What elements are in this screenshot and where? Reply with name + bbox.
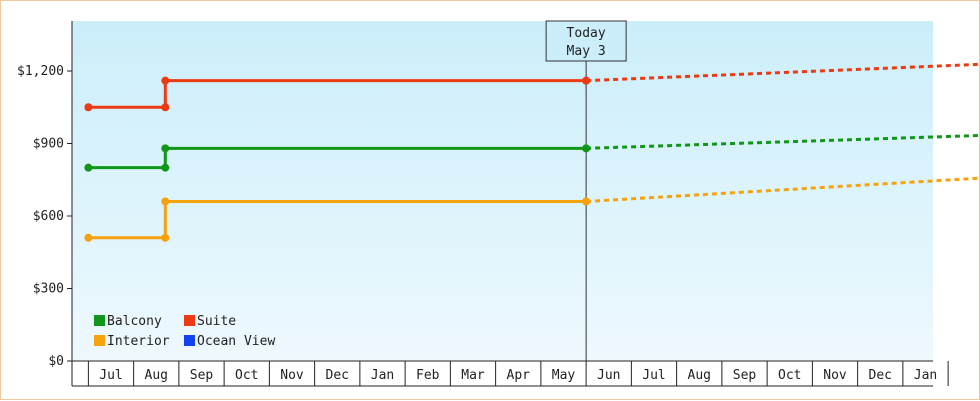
today-point-suite <box>582 76 591 85</box>
projection-line-interior <box>586 176 980 203</box>
legend-label-ocean-view: Ocean View <box>197 334 275 349</box>
x-tick-label: Apr <box>507 368 531 383</box>
x-tick-label: Aug <box>145 368 168 383</box>
data-point-balcony <box>161 163 170 172</box>
legend-label-suite: Suite <box>197 314 236 329</box>
x-tick-label: May <box>552 368 576 383</box>
series-line-balcony <box>88 146 587 170</box>
y-tick-label: $300 <box>33 282 64 297</box>
data-point-interior <box>161 233 170 242</box>
y-tick-label: $900 <box>33 137 64 152</box>
legend-swatch-interior <box>94 335 105 346</box>
y-tick-label: $0 <box>48 354 64 369</box>
x-tick-label: Jan <box>371 368 394 383</box>
series-line-suite <box>88 79 587 109</box>
data-point-balcony <box>84 163 93 172</box>
today-point-balcony <box>582 144 591 153</box>
today-label: Today <box>567 26 606 41</box>
x-tick-label: Jan <box>914 368 937 383</box>
legend-swatch-balcony <box>94 315 105 326</box>
today-date: May 3 <box>567 44 606 59</box>
data-point-suite <box>84 103 93 112</box>
legend-label-interior: Interior <box>107 334 170 349</box>
data-point-interior <box>161 197 170 206</box>
x-tick-label: Dec <box>869 368 892 383</box>
x-tick-label: Nov <box>280 368 304 383</box>
x-tick-label: Jun <box>597 368 620 383</box>
x-tick-label: Feb <box>416 368 440 383</box>
today-callout-box <box>545 20 627 62</box>
plot-background <box>72 21 933 361</box>
projection-line-suite <box>586 62 980 83</box>
y-tick-label: $600 <box>33 209 64 224</box>
legend-swatch-ocean-view <box>184 335 195 346</box>
x-tick-label: Nov <box>823 368 847 383</box>
x-tick-label: Aug <box>688 368 711 383</box>
x-tick-label: Mar <box>461 368 485 383</box>
x-tick-label: Sep <box>190 368 214 383</box>
legend-label-balcony: Balcony <box>107 314 162 329</box>
projection-line-balcony <box>586 133 980 150</box>
x-tick-label: Oct <box>235 368 258 383</box>
x-tick-label: Oct <box>778 368 801 383</box>
data-point-interior <box>84 233 93 242</box>
legend-swatch-suite <box>184 315 195 326</box>
x-tick-label: Sep <box>733 368 757 383</box>
x-tick-label: Jul <box>99 368 122 383</box>
x-tick-label: Dec <box>326 368 349 383</box>
data-point-suite <box>161 103 170 112</box>
data-point-balcony <box>161 144 170 153</box>
x-tick-label: Jul <box>642 368 665 383</box>
today-point-interior <box>582 197 591 206</box>
data-point-suite <box>161 76 170 85</box>
y-tick-label: $1,200 <box>17 64 64 79</box>
series-line-interior <box>88 200 587 240</box>
